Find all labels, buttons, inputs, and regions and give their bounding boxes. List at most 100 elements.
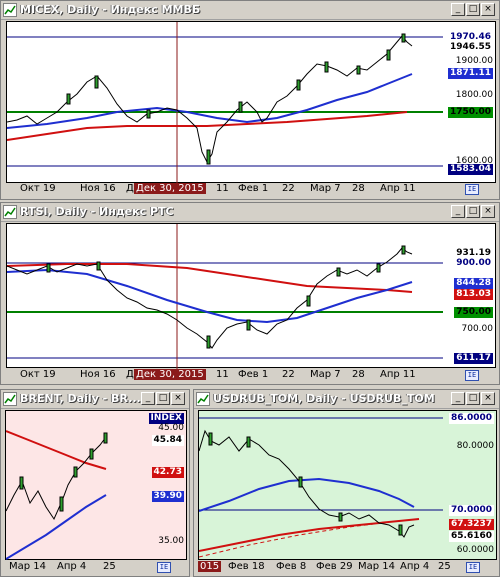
date-label: Фев 1 <box>238 369 269 380</box>
axis-tick: 35.00 <box>158 536 184 546</box>
maximize-button[interactable]: □ <box>466 205 480 218</box>
date-label: 22 <box>282 183 295 194</box>
chart-window-icon <box>196 392 210 406</box>
close-button[interactable]: × <box>481 205 495 218</box>
date-label: Ноя 16 <box>80 183 116 194</box>
price-tag: 1970.46 <box>448 32 493 43</box>
usdrub-date-axis: 015 Фев 18 Фев 8 Фев 29 Мар 14 Апр 4 25 <box>198 561 458 574</box>
date-label: Апр 11 <box>380 183 416 194</box>
price-tag: 813.03 <box>454 289 493 300</box>
date-label: 28 <box>352 369 365 380</box>
sync-icon[interactable]: IE <box>465 184 479 195</box>
price-tag: 39.90 <box>151 491 184 502</box>
window-title: BRENT, Daily - BR... <box>20 392 141 405</box>
price-tag: 86.0000 <box>449 413 494 424</box>
sync-icon[interactable]: IE <box>466 562 480 573</box>
candles-group <box>66 33 406 165</box>
minimize-button[interactable]: _ <box>451 3 465 16</box>
axis-tick: 1800.00 <box>455 90 493 100</box>
date-cursor-label: 015 <box>198 561 222 572</box>
micex-date-axis: Окт 19 Ноя 16 Д Дек 30, 2015 11 Фев 1 22… <box>6 183 446 196</box>
price-tag: 750.00 <box>454 307 493 318</box>
price-tag: 70.0000 <box>449 505 494 516</box>
date-label: 22 <box>282 369 295 380</box>
axis-tick: 60.0000 <box>456 545 494 555</box>
date-label: Апр 11 <box>380 369 416 380</box>
usdrub-candles <box>199 417 443 558</box>
ma-red-line <box>6 430 107 470</box>
ma-red-line <box>7 111 408 141</box>
micex-titlebar[interactable]: MICEX, Daily - Индекс ММВБ _ □ × <box>1 1 499 20</box>
price-line <box>7 35 413 164</box>
date-label: 25 <box>438 561 451 572</box>
price-tag: 67.3237 <box>449 519 494 530</box>
rtsi-chart-window[interactable]: RTSI, Daily - Индекс РТС _ □ × 931.19 90… <box>0 202 500 385</box>
date-label: Мар 7 <box>310 369 341 380</box>
price-tag: 1871.11 <box>448 68 493 79</box>
maximize-button[interactable]: □ <box>466 3 480 16</box>
maximize-button[interactable]: □ <box>156 392 170 405</box>
window-title: USDRUB_TOM, Daily - USDRUB_TOM <box>213 392 435 405</box>
price-tag: 45.84 <box>151 435 184 446</box>
brent-chart-window[interactable]: BRENT, Daily - BR... _ □ × INDEX 45.00 4… <box>0 389 190 577</box>
rtsi-titlebar[interactable]: RTSI, Daily - Индекс РТС _ □ × <box>1 203 499 222</box>
brent-titlebar[interactable]: BRENT, Daily - BR... _ □ × <box>1 390 189 409</box>
price-tag: 65.6160 <box>449 531 494 542</box>
micex-plot-area[interactable]: 1970.46 1946.55 1900.00 1871.11 1800.00 … <box>6 21 496 184</box>
sync-icon[interactable]: IE <box>465 370 479 381</box>
close-button[interactable]: × <box>481 3 495 16</box>
date-label: Мар 7 <box>310 183 341 194</box>
ma-blue-line <box>7 268 413 324</box>
minimize-button[interactable]: _ <box>451 392 465 405</box>
date-cursor-label: Дек 30, 2015 <box>134 183 206 194</box>
date-label: 25 <box>103 561 116 572</box>
ma-red-dashed-line <box>199 518 420 558</box>
axis-tick: 80.0000 <box>456 441 494 451</box>
price-tag: 42.73 <box>151 467 184 478</box>
window-title: MICEX, Daily - Индекс ММВБ <box>20 3 201 16</box>
date-label: Фев 1 <box>238 183 269 194</box>
date-label: Ноя 16 <box>80 369 116 380</box>
axis-tick: 45.00 <box>158 423 184 433</box>
close-button[interactable]: × <box>481 392 495 405</box>
date-cursor-label: Дек 30, 2015 <box>134 369 206 380</box>
brent-date-axis: Мар 14 Апр 4 25 <box>5 561 155 574</box>
maximize-button[interactable]: □ <box>466 392 480 405</box>
brent-candles <box>6 430 108 560</box>
usdrub-plot-area[interactable]: 86.0000 80.0000 70.0000 67.3237 65.6160 … <box>198 410 497 560</box>
price-tag: 1750.00 <box>448 107 493 118</box>
axis-tick: 1600.00 <box>455 156 493 166</box>
usdrub-chart-window[interactable]: USDRUB_TOM, Daily - USDRUB_TOM _ □ × 86.… <box>193 389 500 577</box>
usdrub-titlebar[interactable]: USDRUB_TOM, Daily - USDRUB_TOM _ □ × <box>194 390 499 409</box>
date-label: 11 <box>216 369 229 380</box>
candles-group <box>19 432 108 512</box>
index-label: INDEX <box>148 413 184 424</box>
price-tag: 611.17 <box>454 353 493 364</box>
date-label: Мар 14 <box>9 561 47 572</box>
price-tag: 1946.55 <box>448 42 493 53</box>
price-tag: 931.19 <box>454 248 493 259</box>
brent-plot-area[interactable]: INDEX 45.00 45.84 42.73 39.90 35.00 <box>5 410 187 560</box>
date-label: Фев 29 <box>316 561 353 572</box>
price-tag: 1583.04 <box>448 164 493 175</box>
close-button[interactable]: × <box>171 392 185 405</box>
sync-icon[interactable]: IE <box>157 562 171 573</box>
price-tag: 844.28 <box>454 278 493 289</box>
price-line <box>199 429 415 538</box>
micex-candles <box>7 22 445 184</box>
chart-window-icon <box>3 3 17 17</box>
date-label: Д <box>126 183 134 194</box>
date-label: 28 <box>352 183 365 194</box>
axis-tick: 700.00 <box>461 324 494 334</box>
candles-group <box>208 432 403 536</box>
minimize-button[interactable]: _ <box>141 392 155 405</box>
axis-tick: 1900.00 <box>455 56 493 66</box>
date-label: Фев 18 <box>228 561 265 572</box>
ma-red-line <box>199 518 420 552</box>
micex-chart-window[interactable]: MICEX, Daily - Индекс ММВБ _ □ × 1970.46… <box>0 0 500 200</box>
rtsi-plot-area[interactable]: 931.19 900.00 844.28 813.03 750.00 700.0… <box>6 223 496 369</box>
price-line <box>7 247 413 349</box>
chart-window-icon <box>3 205 17 219</box>
date-label: 11 <box>216 183 229 194</box>
minimize-button[interactable]: _ <box>451 205 465 218</box>
